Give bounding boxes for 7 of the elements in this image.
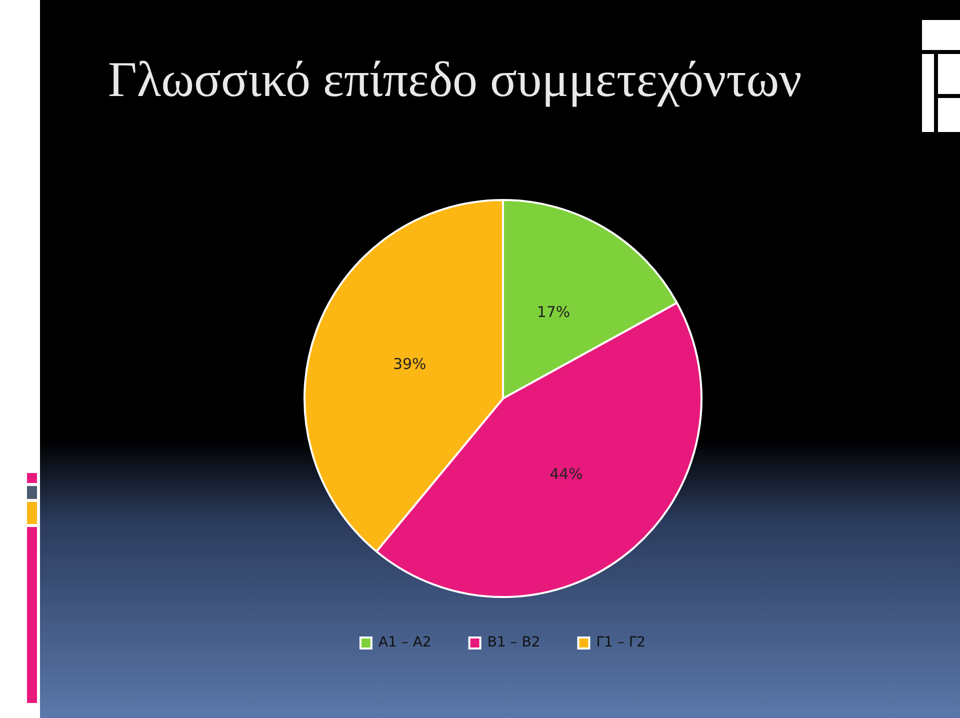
data-label: 44% — [550, 464, 583, 483]
chart-title: Γλωσσικό επίπεδο συμμετεχόντων — [108, 51, 802, 107]
legend-label: Γ1 – Γ2 — [596, 634, 646, 651]
data-label: 39% — [392, 354, 426, 373]
legend-label: Α1 – Α2 — [378, 634, 432, 651]
data-label: 17% — [536, 302, 570, 321]
legend-label: Β1 – Β2 — [487, 634, 540, 651]
